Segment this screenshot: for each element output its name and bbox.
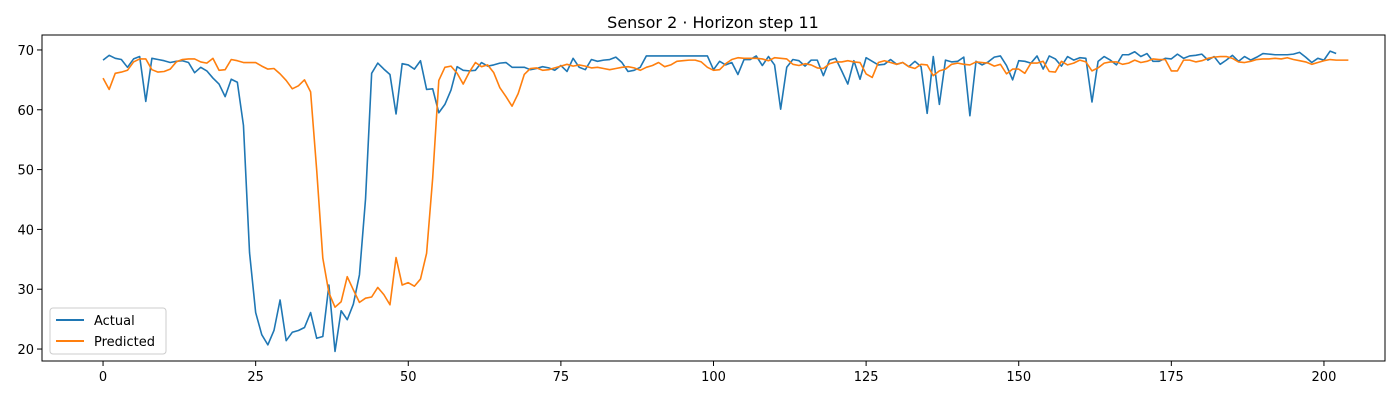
y-tick-label: 20 [17, 343, 34, 358]
y-tick-label: 60 [17, 104, 34, 119]
x-tick-label: 150 [1006, 370, 1031, 385]
chart-title: Sensor 2 · Horizon step 11 [607, 13, 819, 32]
y-tick-label: 40 [17, 223, 34, 238]
legend-label-predicted: Predicted [94, 335, 155, 350]
x-axis: 0 25 50 75 100 125 150 175 200 [99, 361, 1336, 385]
x-tick-label: 200 [1312, 370, 1337, 385]
x-tick-label: 100 [701, 370, 726, 385]
x-tick-label: 125 [854, 370, 879, 385]
x-tick-label: 0 [99, 370, 107, 385]
x-tick-label: 175 [1159, 370, 1184, 385]
x-tick-label: 50 [400, 370, 417, 385]
y-axis: 20 30 40 50 60 70 [17, 44, 42, 358]
legend-label-actual: Actual [94, 314, 135, 329]
legend: Actual Predicted [49, 307, 167, 355]
series-line-predicted [102, 55, 1349, 308]
x-tick-label: 75 [553, 370, 570, 385]
plot-area [41, 34, 1386, 362]
series-line-actual [102, 50, 1337, 353]
series-layer [102, 50, 1349, 353]
x-tick-label: 25 [247, 370, 264, 385]
y-tick-label: 70 [17, 44, 34, 59]
y-tick-label: 30 [17, 283, 34, 298]
y-tick-label: 50 [17, 164, 34, 179]
